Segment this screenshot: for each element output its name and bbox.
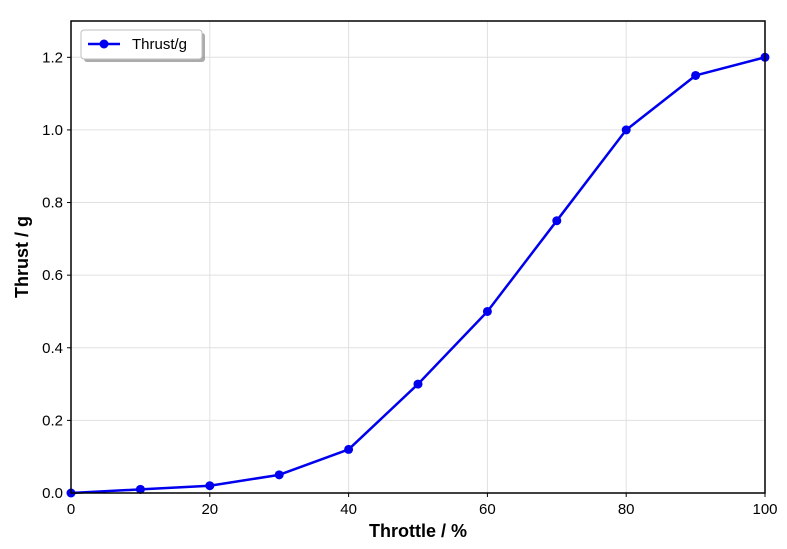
data-point bbox=[205, 481, 215, 491]
y-tick-label: 0.4 bbox=[42, 340, 63, 357]
x-axis-label: Throttle / % bbox=[369, 521, 467, 541]
data-point bbox=[135, 484, 145, 494]
x-tick-label: 60 bbox=[479, 501, 496, 518]
data-point bbox=[274, 470, 284, 480]
data-point bbox=[344, 444, 354, 454]
y-tick-label: 1.2 bbox=[42, 49, 63, 66]
series-layer bbox=[66, 52, 770, 498]
x-tick-label: 80 bbox=[618, 501, 635, 518]
legend-box bbox=[80, 29, 203, 60]
x-tick-label: 20 bbox=[201, 501, 218, 518]
data-point bbox=[552, 216, 562, 226]
plot-area-frame bbox=[70, 20, 766, 494]
legend-label: Thrust/g bbox=[132, 36, 187, 53]
y-axis-label: Thrust / g bbox=[12, 216, 32, 298]
y-tick-label: 0.2 bbox=[42, 412, 63, 429]
x-tick-label: 0 bbox=[67, 501, 75, 518]
legend-marker bbox=[99, 39, 109, 49]
legend: Thrust/g bbox=[80, 29, 205, 62]
grid bbox=[70, 21, 766, 494]
y-tick-label: 0.6 bbox=[42, 267, 63, 284]
y-tick-label: 0.8 bbox=[42, 195, 63, 212]
x-tick-label: 100 bbox=[752, 501, 777, 518]
y-tick-label: 1.0 bbox=[42, 122, 63, 139]
x-tick-label: 40 bbox=[340, 501, 357, 518]
data-point bbox=[691, 70, 701, 80]
y-tick-label: 0.0 bbox=[42, 485, 63, 502]
axis-ticks: 0 20 40 60 80 100 0.0 0.2 0.4 0.6 0.8 1.0 1.2 bbox=[42, 49, 777, 518]
data-point bbox=[482, 306, 492, 316]
data-point bbox=[413, 379, 423, 389]
data-point bbox=[621, 125, 631, 135]
